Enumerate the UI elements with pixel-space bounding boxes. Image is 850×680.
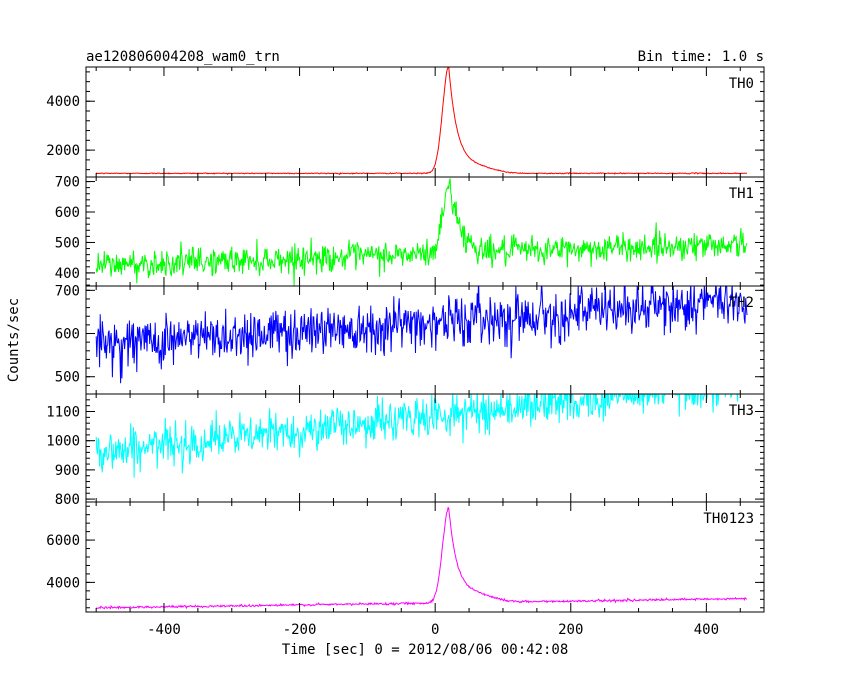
y-tick-label: 400: [55, 266, 80, 282]
panel-th0123: TH0123 4000 6000: [46, 501, 765, 613]
y-tick-label: 2000: [46, 143, 80, 159]
x-tick-label: -200: [283, 622, 317, 638]
panel-th0: TH0 2000 4000: [46, 66, 765, 178]
chart-title: ae120806004208_wam0_trn: [86, 49, 280, 65]
y-tick-label: 800: [55, 492, 80, 508]
panel-frame: [85, 66, 765, 178]
bin-time-label: Bin time: 1.0 s: [638, 49, 764, 65]
panel-label-th2: TH2: [729, 295, 754, 311]
panel-frame: [85, 176, 765, 287]
y-tick-label: 600: [55, 327, 80, 343]
x-tick-label: -400: [147, 622, 181, 638]
series-line-th0123: [95, 506, 747, 611]
y-tick-label: 700: [55, 283, 80, 299]
panel-th3: TH3 800 900 1000 1100: [46, 393, 765, 508]
y-tick-label: 4000: [46, 575, 80, 591]
panel-label-th0123: TH0123: [703, 511, 754, 527]
y-tick-label: 500: [55, 370, 80, 386]
panel-label-th0: TH0: [729, 76, 754, 92]
panel-label-th1: TH1: [729, 186, 754, 202]
x-axis-label: Time [sec] 0 = 2012/08/06 00:42:08: [282, 642, 569, 658]
x-tick-label: 200: [558, 622, 583, 638]
x-tick-label: 0: [431, 622, 439, 638]
panel-th2: TH2 500 600 700: [55, 283, 765, 395]
y-tick-label: 4000: [46, 94, 80, 110]
y-tick-label: 700: [55, 175, 80, 191]
series-line-th0: [95, 67, 748, 176]
series-line-th1: [95, 178, 748, 286]
y-tick-label: 900: [55, 463, 80, 479]
x-tick-label: 400: [694, 622, 719, 638]
y-tick-label: 1000: [46, 434, 80, 450]
panel-th1: TH1 400 500 600 700: [55, 175, 765, 287]
series-line-th2: [95, 286, 748, 384]
y-axis-label: Counts/sec: [6, 298, 22, 382]
y-tick-label: 6000: [46, 533, 80, 549]
y-tick-label: 500: [55, 235, 80, 251]
series-line-th3: [95, 394, 739, 478]
panel-frame: [85, 501, 765, 613]
panel-label-th3: TH3: [729, 403, 754, 419]
y-tick-label: 600: [55, 205, 80, 221]
y-tick-label: 1100: [46, 405, 80, 421]
